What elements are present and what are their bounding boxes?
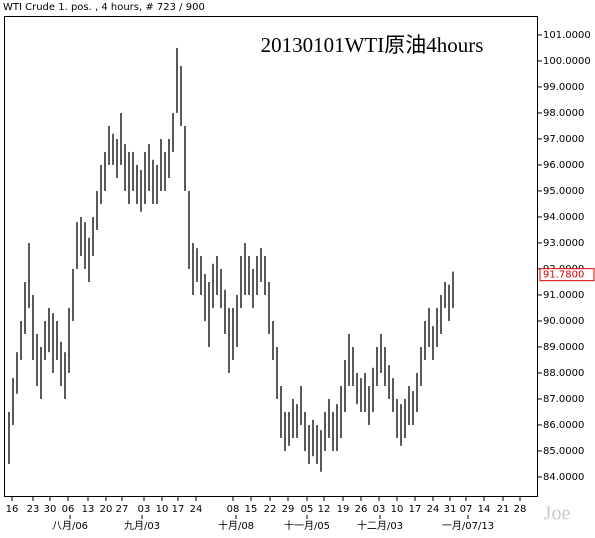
- x-tick-label: 16: [6, 504, 19, 515]
- x-tick-label: 10: [391, 504, 404, 515]
- x-tick-label: 15: [245, 504, 258, 515]
- month-label: 九月/03: [124, 520, 160, 532]
- watermark: Joe: [544, 503, 571, 525]
- x-tick-label: 12: [318, 504, 331, 515]
- x-tick-label: 24: [427, 504, 440, 515]
- x-tick-label: 21: [497, 504, 510, 515]
- month-label: 十二月/03: [357, 519, 403, 532]
- x-tick-label: 17: [409, 504, 422, 515]
- y-tick-label: 87.0000: [543, 394, 584, 405]
- y-tick-label: 97.0000: [543, 134, 584, 145]
- y-tick-label: 95.0000: [543, 186, 584, 197]
- x-tick-label: 07: [460, 504, 473, 515]
- y-tick-label: 86.0000: [543, 420, 584, 431]
- last-price-box: [539, 268, 595, 282]
- x-tick-label: 29: [282, 504, 295, 515]
- x-tick-label: 14: [478, 504, 491, 515]
- x-tick-label: 31: [444, 504, 457, 515]
- y-tick-label: 91.0000: [543, 290, 584, 301]
- x-tick-label: 26: [355, 504, 368, 515]
- x-tick-label: 23: [27, 504, 40, 515]
- y-tick-label: 85.0000: [543, 446, 584, 457]
- x-tick-label: 13: [82, 504, 95, 515]
- x-tick-label: 03: [138, 504, 151, 515]
- x-tick-label: 22: [264, 504, 277, 515]
- x-tick-label: 03: [373, 504, 386, 515]
- plot-frame: [4, 16, 538, 497]
- y-tick-label: 93.0000: [543, 238, 584, 249]
- last-price-label: 91.7800: [543, 270, 584, 281]
- x-tick-label: 10: [156, 504, 169, 515]
- x-tick-label: 06: [62, 504, 75, 515]
- x-tick-label: 24: [190, 504, 203, 515]
- y-tick-label: 89.0000: [543, 342, 584, 353]
- x-tick-label: 28: [514, 504, 527, 515]
- x-tick-label: 05: [301, 504, 314, 515]
- x-tick-label: 20: [100, 504, 113, 515]
- month-label: 一月/07/13: [442, 520, 494, 532]
- y-tick-label: 90.0000: [543, 316, 584, 327]
- x-tick-label: 08: [227, 504, 240, 515]
- month-label: 八月/06: [52, 520, 88, 532]
- chart-header: WTI Crude 1. pos. , 4 hours, # 723 / 900: [3, 2, 205, 13]
- y-tick-label: 101.0000: [543, 30, 591, 41]
- month-label: 十一月/05: [284, 519, 330, 532]
- y-tick-label: 84.0000: [543, 472, 584, 483]
- y-tick-label: 88.0000: [543, 368, 584, 379]
- y-tick-label: 99.0000: [543, 82, 584, 93]
- x-tick-label: 17: [172, 504, 185, 515]
- y-tick-label: 100.0000: [543, 56, 591, 67]
- x-tick-label: 30: [44, 504, 57, 515]
- y-tick-label: 96.0000: [543, 160, 584, 171]
- y-tick-label: 94.0000: [543, 212, 584, 223]
- chart-title: 20130101WTI原油4hours: [261, 33, 484, 57]
- y-tick-label: 98.0000: [543, 108, 584, 119]
- x-tick-label: 27: [116, 504, 129, 515]
- month-label: 十月/08: [218, 519, 254, 532]
- x-tick-label: 19: [337, 504, 350, 515]
